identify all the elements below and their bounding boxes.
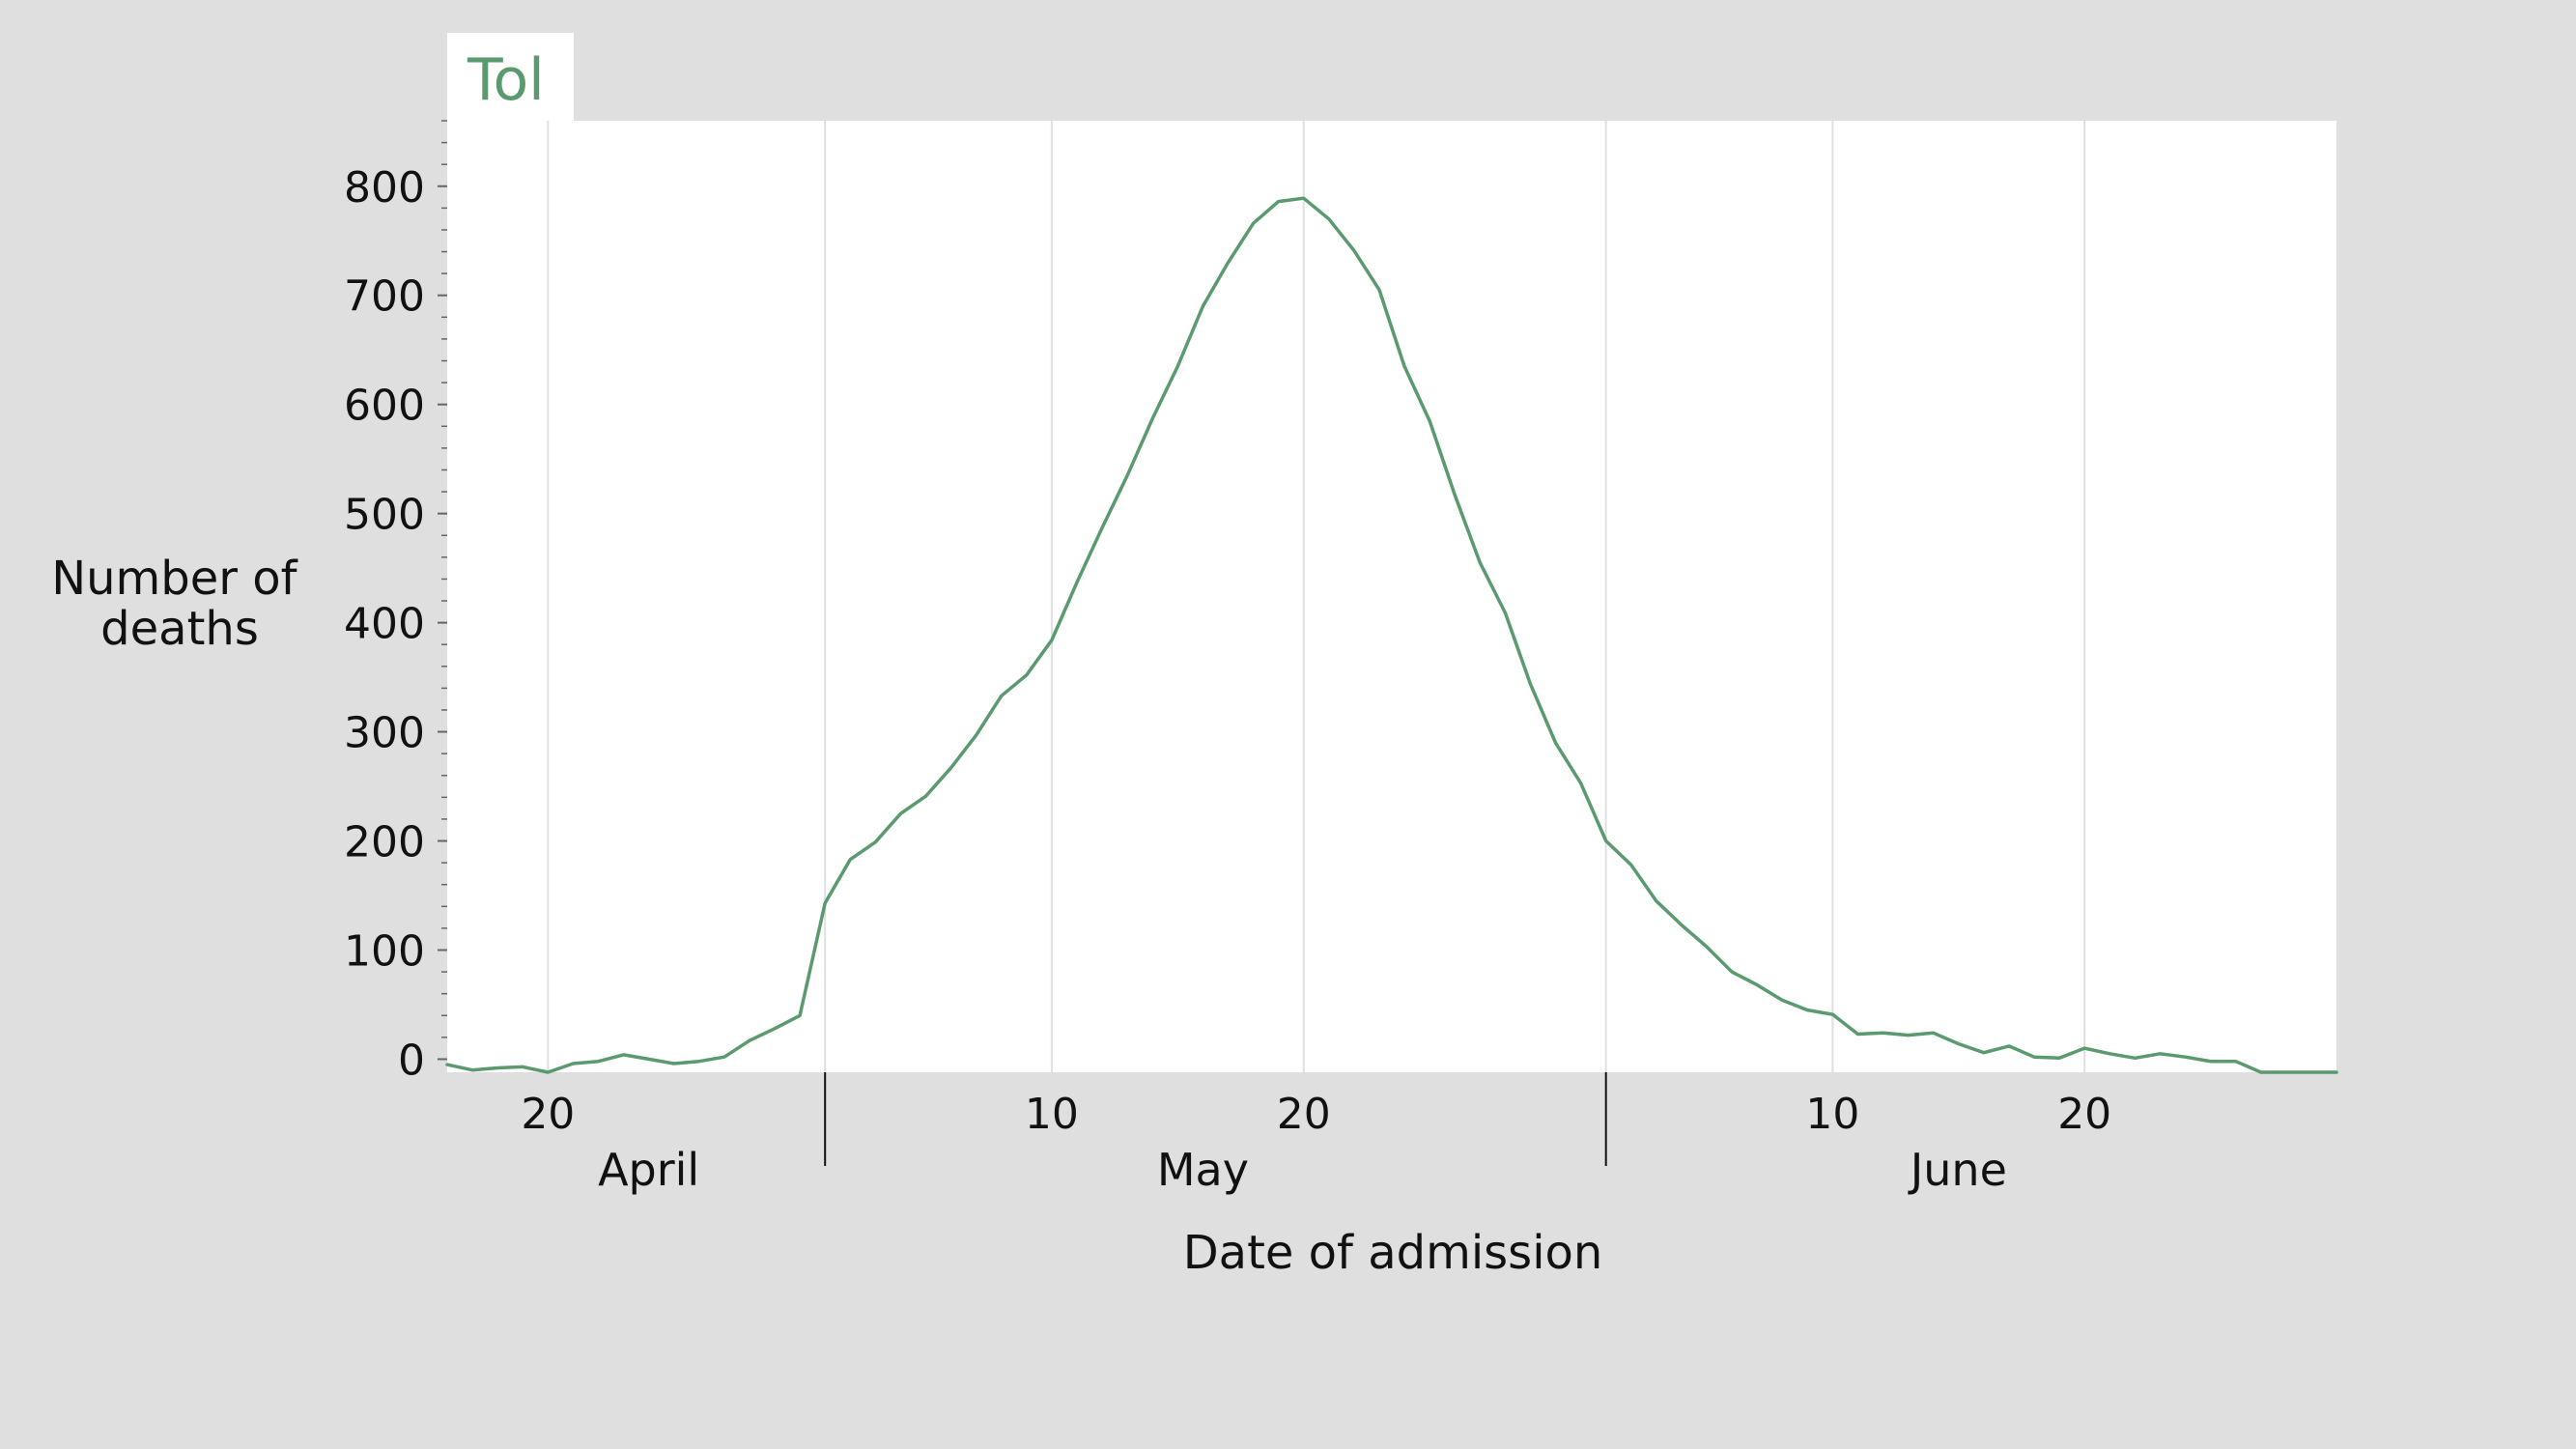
tab-background[interactable] [447, 33, 574, 122]
y-tick-label: 300 [344, 709, 425, 758]
axes: 0 100 200 300 400 500 600 700 800 20 10 20 10 20 April… [344, 120, 2111, 1196]
y-tick-label: 500 [344, 491, 425, 540]
series-layer [445, 196, 2338, 1074]
y-tick-label: 600 [344, 382, 425, 431]
x-tick-label: 20 [1277, 1090, 1331, 1139]
y-tick-label: 400 [344, 600, 425, 649]
tab-label[interactable]: Tol [467, 46, 545, 114]
gridlines [547, 121, 2086, 1072]
month-label: June [1908, 1144, 2007, 1196]
x-axis-title: Date of admission [1183, 1226, 1603, 1280]
y-tick-label: 0 [398, 1036, 425, 1085]
y-tick-label: 800 [344, 163, 425, 213]
y-tick-label: 700 [344, 272, 425, 322]
x-tick-label: 10 [1025, 1090, 1079, 1139]
x-tick-label: 10 [1805, 1090, 1859, 1139]
series-line [445, 196, 2338, 1074]
y-axis-title-line-2: deaths [100, 602, 259, 656]
y-axis-title: Number of deaths [51, 552, 312, 656]
y-tick-label: 100 [344, 926, 425, 976]
month-label: April [598, 1144, 699, 1196]
x-tick-label: 20 [521, 1090, 575, 1139]
plot-area [447, 121, 2336, 1072]
y-axis-title-line-1: Number of [51, 552, 297, 606]
y-tick-label: 200 [344, 818, 425, 867]
month-label: May [1157, 1144, 1249, 1196]
x-tick-label: 20 [2057, 1090, 2111, 1139]
